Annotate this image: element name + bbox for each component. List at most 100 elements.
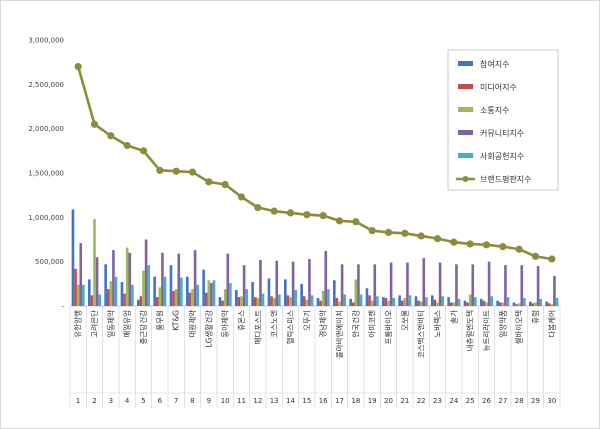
category-number: 18 (351, 397, 360, 405)
bar-소통지수 (550, 304, 554, 306)
bar-참여지수 (235, 290, 238, 306)
legend-label: 사회공헌지수 (480, 152, 524, 161)
bar-참여지수 (414, 296, 418, 306)
bar-미디어지수 (253, 297, 257, 306)
bar-미디어지수 (319, 300, 322, 306)
bar-사회공헌지수 (212, 280, 216, 306)
category-number: 6 (158, 397, 163, 405)
bar-커뮤니티지수 (324, 251, 328, 306)
bar-소통지수 (321, 290, 325, 306)
point-브랜드평판지수 (74, 63, 82, 71)
category-number: 21 (400, 397, 409, 405)
category-number: 25 (466, 397, 475, 405)
bar-커뮤니티지수 (259, 259, 262, 306)
category-number: 30 (547, 397, 556, 405)
category-label: 대원제약 (187, 310, 197, 338)
bar-미디어지수 (270, 296, 273, 306)
bar-사회공헌지수 (196, 284, 199, 306)
category-label: 프롬바이오 (383, 310, 393, 345)
category-label: 매일유업 (123, 310, 132, 338)
point-브랜드평판지수 (107, 132, 115, 140)
legend-swatch (458, 84, 473, 89)
category-number: 22 (417, 397, 426, 405)
bar-커뮤니티지수 (340, 264, 344, 306)
bar-소통지수 (256, 298, 260, 306)
bar-미디어지수 (188, 292, 192, 306)
bar-커뮤니티지수 (536, 266, 540, 306)
legend-marker (462, 176, 469, 182)
bar-커뮤니티지수 (210, 282, 213, 306)
y-tick-label: 2,500,000 (28, 81, 64, 89)
bar-참여지수 (496, 300, 499, 306)
bar-커뮤니티지수 (487, 261, 491, 306)
bar-커뮤니티지수 (455, 264, 458, 306)
bar-참여지수 (186, 276, 189, 306)
y-tick-label: 500,000 (35, 258, 64, 266)
bar-미디어지수 (172, 290, 175, 306)
bar-커뮤니티지수 (177, 253, 181, 306)
bar-사회공헌지수 (294, 290, 297, 306)
category-number: 27 (498, 397, 507, 405)
bar-소통지수 (142, 270, 145, 306)
category-number: 11 (237, 397, 246, 405)
category-number: 3 (109, 397, 113, 405)
bar-미디어지수 (335, 298, 339, 306)
bar-참여지수 (137, 299, 140, 306)
category-number: 10 (221, 397, 230, 405)
bar-미디어지수 (123, 293, 126, 306)
point-브랜드평판지수 (335, 217, 344, 225)
bar-소통지수 (436, 302, 439, 306)
bar-커뮤니티지수 (308, 259, 311, 306)
bar-소통지수 (354, 279, 358, 306)
bar-사회공헌지수 (555, 298, 559, 306)
point-브랜드평판지수 (270, 207, 278, 215)
bar-미디어지수 (204, 292, 208, 306)
bar-소통지수 (125, 247, 129, 306)
bar-미디어지수 (433, 299, 437, 306)
category-label: 콜마비앤에이치 (334, 310, 344, 358)
point-브랜드평판지수 (286, 209, 295, 217)
bar-사회공헌지수 (131, 284, 134, 306)
category-number: 29 (531, 397, 540, 405)
bar-미디어지수 (302, 296, 306, 306)
category-number: 15 (302, 397, 311, 405)
category-label: 유한양행 (73, 310, 83, 338)
point-브랜드평판지수 (303, 211, 311, 219)
bar-소통지수 (403, 298, 407, 306)
bar-소통지수 (370, 300, 374, 306)
bar-참여지수 (333, 280, 336, 306)
bar-사회공헌지수 (474, 297, 477, 306)
category-number: 9 (207, 397, 211, 405)
bar-사회공헌지수 (457, 298, 461, 306)
bar-커뮤니티지수 (161, 252, 164, 306)
bar-참여지수 (202, 269, 205, 306)
bar-미디어지수 (74, 268, 77, 306)
bar-참여지수 (349, 298, 352, 306)
bar-사회공헌지수 (506, 297, 510, 306)
bar-사회공헌지수 (523, 298, 526, 306)
bar-참여지수 (316, 298, 320, 306)
category-number: 2 (92, 397, 96, 405)
bar-참여지수 (153, 276, 156, 306)
point-브랜드평판지수 (188, 168, 197, 176)
y-tick-label: 1,500,000 (28, 170, 64, 178)
point-브랜드평판지수 (205, 178, 213, 186)
point-브랜드평판지수 (417, 232, 425, 240)
category-label: 노바렉스 (432, 310, 442, 338)
bar-커뮤니티지수 (242, 265, 246, 306)
bar-커뮤니티지수 (373, 264, 377, 306)
bar-사회공헌지수 (408, 295, 412, 306)
bar-미디어지수 (221, 300, 224, 306)
bar-사회공헌지수 (180, 277, 183, 306)
point-브랜드평판지수 (384, 228, 393, 237)
bar-미디어지수 (155, 297, 159, 306)
point-브랜드평판지수 (515, 245, 523, 253)
point-브랜드평판지수 (123, 141, 131, 150)
bar-미디어지수 (286, 295, 290, 306)
line-series (74, 63, 556, 263)
category-number: 8 (190, 397, 194, 405)
category-label: 오뚜기 (302, 310, 311, 331)
bar-소통지수 (517, 303, 521, 306)
category-number: 19 (368, 397, 377, 405)
bar-미디어지수 (400, 300, 404, 306)
